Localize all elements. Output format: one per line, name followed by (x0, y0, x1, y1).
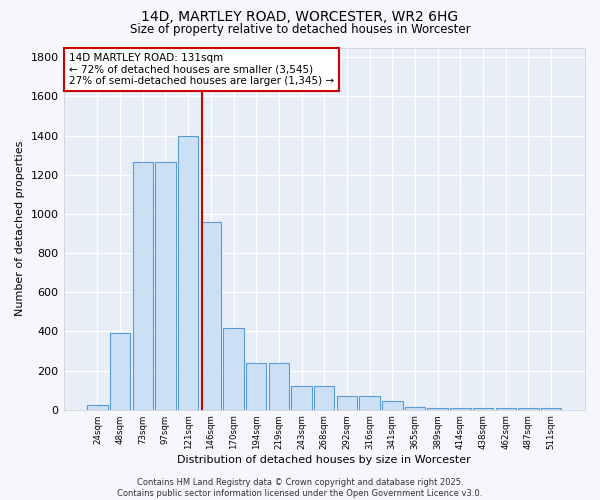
Bar (314, 386, 334, 409)
Bar (359, 396, 380, 409)
Bar (178, 136, 199, 409)
Text: Contains HM Land Registry data © Crown copyright and database right 2025.
Contai: Contains HM Land Registry data © Crown c… (118, 478, 482, 498)
Bar (292, 386, 312, 409)
Bar (223, 328, 244, 409)
Bar (518, 408, 539, 410)
Bar (496, 408, 516, 410)
Text: Size of property relative to detached houses in Worcester: Size of property relative to detached ho… (130, 22, 470, 36)
Bar (427, 408, 448, 410)
Bar (87, 406, 107, 409)
Bar (246, 362, 266, 410)
Y-axis label: Number of detached properties: Number of detached properties (15, 141, 25, 316)
Bar (200, 222, 221, 410)
Text: 14D, MARTLEY ROAD, WORCESTER, WR2 6HG: 14D, MARTLEY ROAD, WORCESTER, WR2 6HG (142, 10, 458, 24)
Bar (405, 407, 425, 410)
Bar (450, 408, 470, 410)
Bar (541, 408, 561, 410)
X-axis label: Distribution of detached houses by size in Worcester: Distribution of detached houses by size … (178, 455, 471, 465)
Bar (269, 362, 289, 410)
Bar (110, 334, 130, 409)
Bar (337, 396, 357, 409)
Bar (382, 401, 403, 409)
Bar (155, 162, 176, 410)
Bar (473, 408, 493, 410)
Text: 14D MARTLEY ROAD: 131sqm
← 72% of detached houses are smaller (3,545)
27% of sem: 14D MARTLEY ROAD: 131sqm ← 72% of detach… (69, 53, 334, 86)
Bar (133, 162, 153, 410)
